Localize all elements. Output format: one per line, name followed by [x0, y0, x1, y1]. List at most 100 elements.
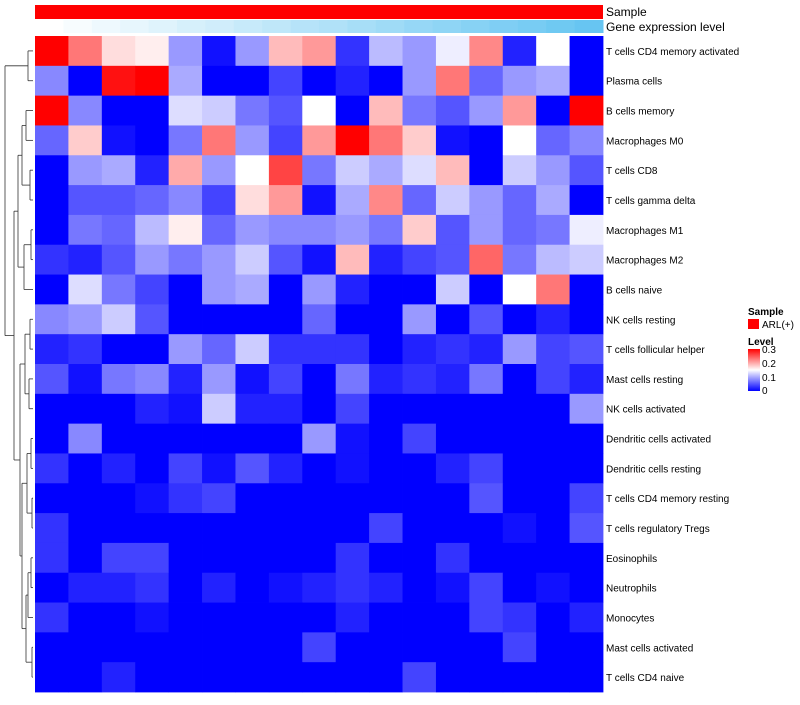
heatmap-cell	[302, 393, 337, 425]
heatmap-cell	[536, 393, 570, 425]
heatmap-cell	[469, 185, 504, 216]
heatmap-cell	[168, 304, 203, 335]
heatmap-cell	[302, 572, 337, 603]
heatmap-cell	[435, 542, 470, 574]
heatmap-cell	[569, 364, 604, 395]
heatmap-cell	[168, 662, 203, 693]
heatmap-cell	[302, 453, 337, 484]
heatmap-cell	[536, 95, 570, 126]
heatmap-cell	[268, 155, 303, 186]
annotation-gene-expression-cell	[262, 20, 292, 33]
heatmap-cell	[369, 304, 403, 335]
heatmap-cell	[435, 423, 470, 454]
row-label: Mast cells resting	[606, 375, 683, 386]
heatmap-cell	[402, 304, 437, 335]
heatmap-cell	[268, 453, 303, 484]
heatmap-cell	[469, 632, 504, 663]
annotation-gene-expression-cell	[432, 20, 462, 33]
heatmap-cell	[435, 185, 470, 216]
heatmap-cell	[569, 36, 604, 67]
legend-tick-3: 0	[762, 386, 768, 397]
heatmap-cell	[302, 662, 337, 693]
heatmap-cell	[68, 125, 103, 156]
heatmap-cell	[268, 602, 303, 633]
heatmap-cell	[435, 125, 470, 156]
heatmap-cell	[202, 632, 236, 663]
row-label: Dendritic cells resting	[606, 464, 701, 475]
heatmap-cell	[202, 483, 236, 514]
heatmap-cell	[168, 214, 203, 246]
heatmap-cell	[369, 483, 403, 514]
heatmap-cell	[502, 513, 537, 544]
heatmap-cell	[502, 334, 537, 365]
heatmap-cell	[302, 65, 337, 97]
heatmap-cell	[569, 125, 604, 156]
row-label: B cells naive	[606, 285, 663, 296]
heatmap-cell	[235, 513, 270, 544]
heatmap-cell	[168, 155, 203, 186]
heatmap-cell	[469, 304, 504, 335]
heatmap-cell	[135, 513, 170, 544]
heatmap-cell	[268, 393, 303, 425]
heatmap-cell	[235, 364, 270, 395]
heatmap-cell	[68, 632, 103, 663]
heatmap-cell	[168, 453, 203, 484]
heatmap-cell	[502, 602, 537, 633]
annotation-gene-expression-cell	[290, 20, 320, 33]
heatmap-cell	[302, 423, 337, 454]
heatmap-cell	[302, 125, 337, 156]
row-label: T cells gamma delta	[606, 196, 696, 207]
heatmap-cell	[268, 214, 303, 246]
heatmap-cell	[569, 513, 604, 544]
annotation-gene-expression-cell	[347, 20, 377, 33]
legend-tick-0: 0.3	[762, 345, 776, 356]
heatmap-cell	[268, 185, 303, 216]
heatmap-cell	[569, 214, 604, 246]
heatmap-cell	[335, 453, 370, 484]
heatmap-cell	[101, 214, 136, 246]
heatmap-cell	[502, 572, 537, 603]
heatmap-cell	[335, 364, 370, 395]
heatmap-cell	[469, 155, 504, 186]
heatmap-cell	[68, 155, 103, 186]
heatmap-cell	[168, 65, 203, 97]
heatmap-cell	[502, 632, 537, 663]
annotation-track-labels: Sample Gene expression level	[606, 5, 725, 34]
row-label: Macrophages M0	[606, 136, 684, 147]
heatmap-cell	[101, 572, 136, 603]
heatmap-cell	[35, 542, 69, 574]
heatmap-cell	[469, 423, 504, 454]
heatmap-cell	[435, 65, 470, 97]
heatmap-cell	[135, 214, 170, 246]
heatmap-cell	[101, 125, 136, 156]
row-label: Macrophages M1	[606, 226, 684, 237]
heatmap-cell	[369, 513, 403, 544]
heatmap-cell	[536, 423, 570, 454]
heatmap-cell	[469, 36, 504, 67]
heatmap-cell	[268, 95, 303, 126]
heatmap-cell	[335, 65, 370, 97]
row-label: NK cells activated	[606, 405, 685, 416]
row-dendrogram	[4, 50, 33, 678]
row-label: T cells follicular helper	[606, 345, 705, 356]
heatmap-cell	[202, 214, 236, 246]
heatmap-cell	[536, 542, 570, 574]
heatmap-cell	[335, 244, 370, 275]
heatmap-cell	[435, 334, 470, 365]
heatmap-cell	[536, 65, 570, 97]
heatmap-cell	[268, 65, 303, 97]
heatmap-cell	[502, 185, 537, 216]
heatmap-cell	[569, 274, 604, 305]
heatmap-cell	[469, 65, 504, 97]
annotation-gene-expression-cell	[546, 20, 576, 33]
heatmap-cell	[569, 95, 604, 126]
row-label: Monocytes	[606, 613, 654, 624]
heatmap-cell	[35, 632, 69, 663]
heatmap-cell	[135, 244, 170, 275]
annotation-gene-expression-cell	[177, 20, 206, 33]
heatmap-cell	[335, 632, 370, 663]
heatmap-cell	[569, 453, 604, 484]
heatmap-cell	[335, 155, 370, 186]
heatmap-cell	[235, 304, 270, 335]
